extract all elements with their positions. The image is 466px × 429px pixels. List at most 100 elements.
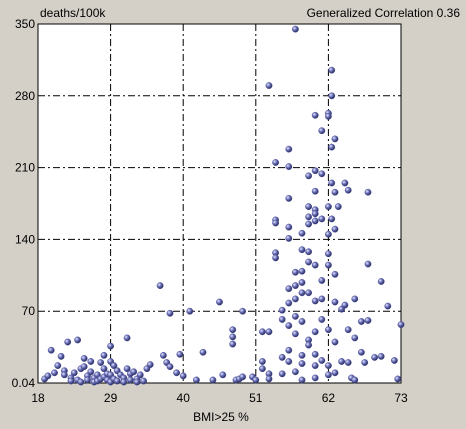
data-point [216, 298, 223, 306]
correlation-annotation: Generalized Correlation 0.36 [307, 6, 461, 20]
data-point [311, 350, 319, 358]
data-point [285, 346, 293, 354]
data-point [298, 229, 306, 237]
y-tick-label: 0.04 [12, 376, 36, 390]
data-point [77, 378, 85, 386]
data-point [331, 270, 339, 278]
data-point [140, 377, 148, 385]
data-point [298, 267, 306, 275]
data-point [331, 338, 339, 346]
y-tick-label: 140 [15, 232, 35, 246]
data-point [328, 66, 336, 74]
x-tick-label: 29 [104, 391, 118, 405]
x-tick-label: 51 [249, 391, 263, 405]
data-point [331, 298, 339, 306]
data-point [199, 348, 207, 356]
data-point [278, 306, 286, 314]
data-point [341, 179, 349, 187]
data-point [285, 299, 293, 307]
data-point [291, 312, 299, 320]
data-point [311, 210, 319, 218]
data-point [278, 353, 286, 361]
data-point [265, 328, 273, 336]
data-point [344, 359, 352, 366]
data-point [324, 371, 332, 379]
x-axis-label: BMI>25 % [193, 410, 249, 424]
data-point [159, 351, 167, 359]
data-point [328, 179, 336, 187]
data-point [351, 295, 359, 303]
data-point [61, 371, 68, 379]
data-point [239, 373, 247, 381]
data-point [291, 295, 299, 303]
data-point [100, 351, 108, 359]
tick-labels: 18 29 40 51 62 73 0.04 70 140 210 280 350 [12, 17, 408, 405]
data-point [311, 328, 319, 336]
x-tick-label: 62 [322, 391, 336, 405]
data-point [328, 143, 336, 151]
data-point [44, 372, 52, 380]
data-point [67, 377, 75, 385]
data-point [285, 223, 293, 231]
data-point [311, 187, 319, 195]
data-point [229, 326, 237, 334]
data-point [87, 358, 95, 365]
data-point [331, 135, 339, 143]
data-point [318, 170, 326, 178]
data-point [318, 316, 326, 323]
data-point [291, 25, 299, 33]
data-point [341, 301, 349, 309]
data-point [54, 362, 62, 370]
data-point [285, 194, 293, 202]
data-point [305, 172, 312, 180]
data-point [136, 371, 144, 379]
data-point [100, 365, 108, 373]
data-point [344, 186, 352, 194]
data-point [258, 328, 266, 336]
data-point [318, 357, 326, 364]
data-point [298, 360, 306, 367]
data-point [285, 145, 293, 153]
data-point [47, 346, 55, 354]
data-point [265, 82, 273, 89]
data-point [219, 371, 227, 379]
data-point [357, 318, 365, 325]
data-point [113, 377, 121, 385]
data-point [324, 250, 332, 258]
data-point [344, 326, 352, 334]
data-point [305, 248, 312, 256]
data-point [57, 352, 65, 360]
data-point [229, 340, 237, 348]
data-point [107, 342, 115, 350]
data-point [305, 289, 312, 297]
data-point [390, 357, 398, 364]
data-point [173, 369, 181, 377]
data-point [311, 261, 319, 269]
data-point [351, 376, 359, 384]
data-point [291, 330, 299, 338]
data-point [70, 369, 78, 377]
data-point [331, 188, 339, 196]
data-point [123, 365, 131, 373]
data-point [156, 282, 164, 289]
data-point [186, 307, 194, 315]
y-axis-label: deaths/100k [40, 6, 106, 20]
x-tick-label: 18 [31, 391, 45, 405]
data-point [110, 362, 118, 370]
data-point [291, 268, 299, 276]
data-point [229, 333, 237, 341]
data-point [84, 376, 91, 384]
data-point [120, 378, 128, 386]
data-point [397, 321, 405, 328]
data-point [324, 261, 332, 269]
data-point [51, 369, 58, 377]
data-point [364, 188, 372, 196]
data-point [328, 92, 336, 100]
data-point [324, 230, 332, 238]
y-tick-label: 210 [15, 161, 35, 175]
data-point [80, 363, 88, 371]
y-tick-label: 280 [15, 89, 35, 103]
data-point [357, 348, 365, 356]
data-point [377, 278, 385, 285]
